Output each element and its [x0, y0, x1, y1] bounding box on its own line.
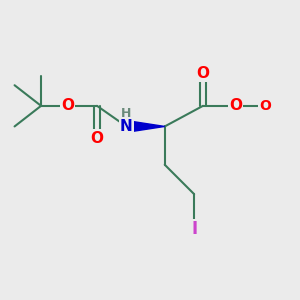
Text: O: O	[229, 98, 242, 113]
Text: I: I	[191, 220, 197, 238]
Polygon shape	[126, 121, 165, 132]
Text: O: O	[196, 66, 209, 81]
Text: O: O	[61, 98, 74, 113]
Text: N: N	[120, 119, 133, 134]
Text: O: O	[259, 99, 271, 113]
Text: H: H	[121, 107, 132, 120]
Text: O: O	[91, 131, 103, 146]
